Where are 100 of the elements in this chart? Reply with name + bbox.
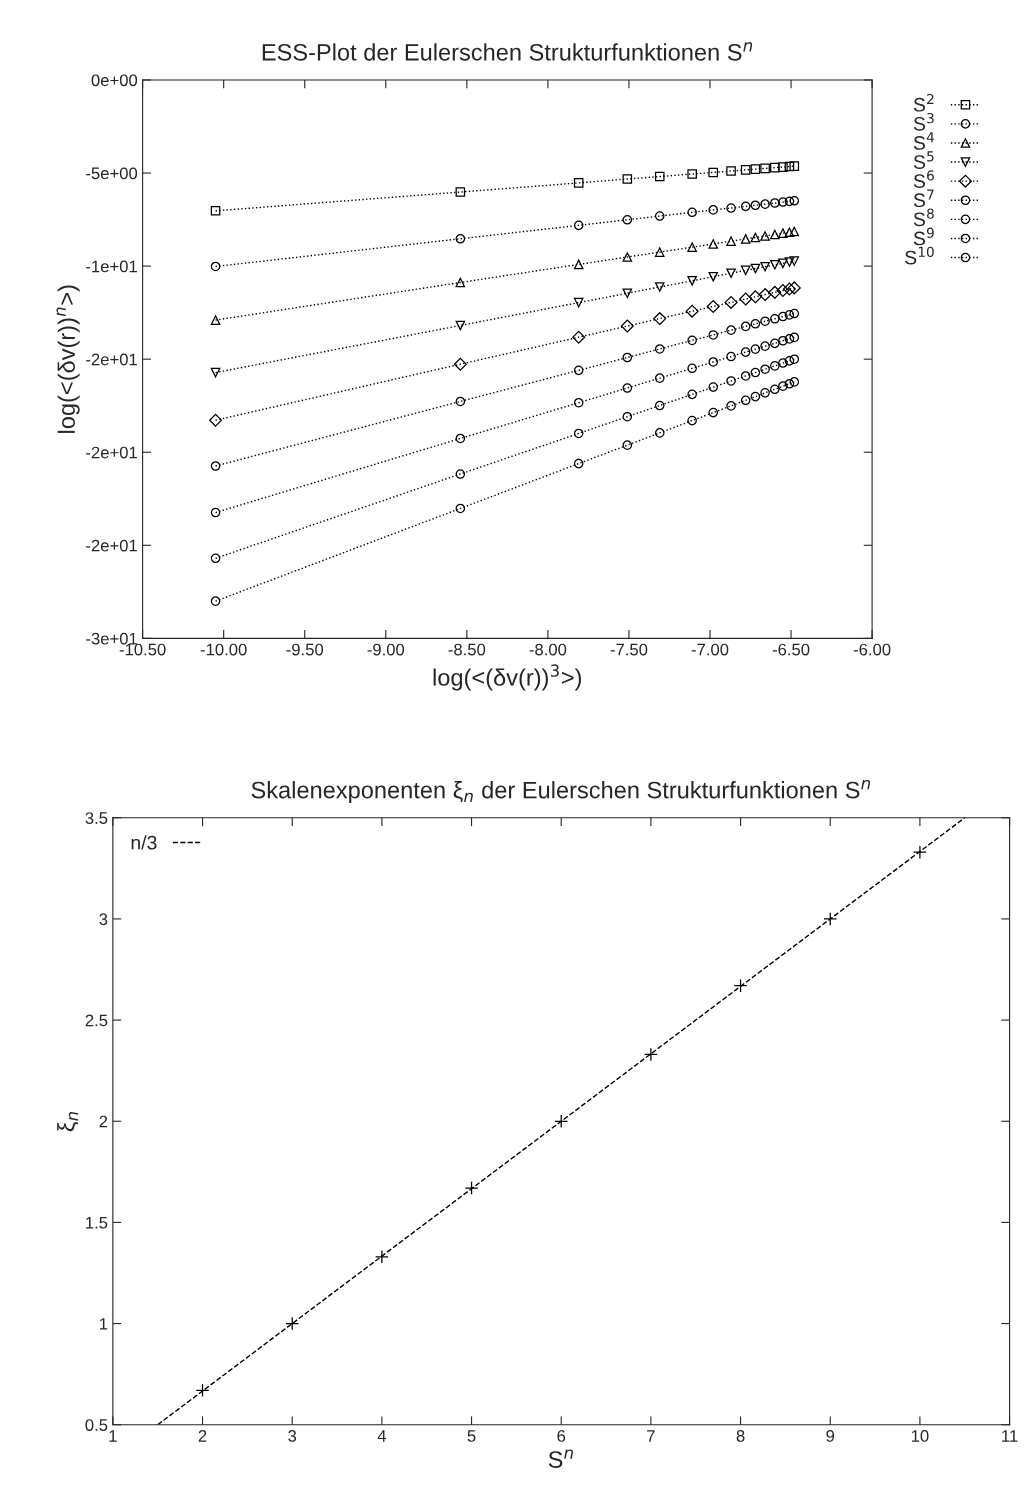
point xyxy=(708,271,719,282)
x-tick-label: -9.00 xyxy=(367,643,405,656)
point xyxy=(784,356,795,366)
point xyxy=(789,195,800,206)
point xyxy=(760,199,770,209)
y-tick-label: 0e+00 xyxy=(91,74,138,87)
point xyxy=(739,292,753,306)
point xyxy=(687,276,697,286)
y-tick-label: -2e+01 xyxy=(86,446,137,459)
point xyxy=(784,196,795,207)
point xyxy=(687,169,697,179)
point xyxy=(209,413,223,427)
x-tick-label: -8.00 xyxy=(529,643,567,656)
point xyxy=(784,161,795,172)
point xyxy=(687,415,697,426)
chart-title: Skalenexponenten ξ$_{n}$ der Eulerschen Strukturfunktionen S$^{n}$ xyxy=(251,779,871,804)
legend-label: S$^{9}$ xyxy=(913,227,934,246)
point xyxy=(740,234,751,244)
x-tick-label: -9.50 xyxy=(286,643,324,656)
point xyxy=(733,978,748,993)
point xyxy=(210,461,221,471)
point xyxy=(654,428,665,438)
point xyxy=(210,261,221,272)
y-tick-label: 3 xyxy=(99,913,108,926)
y-tick-label: -3e+01 xyxy=(86,632,137,645)
y-tick-label: -5e+00 xyxy=(86,167,138,180)
point xyxy=(750,319,761,329)
point xyxy=(778,381,788,391)
point xyxy=(572,330,586,344)
point xyxy=(455,503,466,514)
point xyxy=(750,391,761,402)
point xyxy=(740,265,751,276)
x-tick-label: 6 xyxy=(557,1430,566,1442)
point xyxy=(760,231,770,241)
point xyxy=(823,912,838,926)
point xyxy=(455,469,466,479)
point xyxy=(708,357,719,367)
point xyxy=(455,233,466,244)
y-tick-label: 3.5 xyxy=(85,812,108,824)
point xyxy=(708,167,719,178)
point xyxy=(654,247,665,257)
x-tick-label: -6.50 xyxy=(772,643,810,656)
point xyxy=(210,367,221,378)
point xyxy=(455,277,466,288)
y-tick-label: 2.5 xyxy=(85,1014,108,1027)
point xyxy=(778,228,788,238)
point xyxy=(687,242,697,252)
point xyxy=(573,178,584,188)
point xyxy=(622,288,633,299)
point xyxy=(455,433,466,444)
point xyxy=(778,197,788,207)
point xyxy=(654,400,665,411)
x-tick-label: -8.50 xyxy=(448,643,486,656)
point xyxy=(210,553,221,564)
point xyxy=(573,297,584,308)
y-axis-title: log(<(δv(r))$^{n}$>) xyxy=(56,285,80,433)
point xyxy=(573,220,584,231)
point xyxy=(770,313,780,324)
point xyxy=(654,344,665,354)
point xyxy=(760,364,770,375)
point xyxy=(789,377,800,387)
x-tick-label: 11 xyxy=(1002,1430,1018,1442)
point xyxy=(708,239,719,249)
point xyxy=(760,388,770,398)
point xyxy=(782,282,796,296)
x-tick-label: 7 xyxy=(647,1430,655,1442)
point xyxy=(455,320,466,331)
point xyxy=(573,397,584,408)
point xyxy=(687,389,697,400)
point xyxy=(789,308,800,319)
x-tick-label: 2 xyxy=(198,1430,207,1442)
point xyxy=(210,507,221,518)
legend-label: S$^{5}$ xyxy=(913,151,934,169)
point xyxy=(726,268,736,278)
legend-label: S$^{4}$ xyxy=(913,132,934,150)
x-tick-label: 3 xyxy=(288,1430,297,1442)
point xyxy=(778,358,788,368)
x-tick-label: 5 xyxy=(467,1430,476,1442)
point xyxy=(687,335,697,346)
point xyxy=(654,282,665,292)
point xyxy=(573,365,584,376)
legend-label: S$^{2}$ xyxy=(913,93,934,112)
point xyxy=(375,1249,389,1264)
y-tick-label: -2e+01 xyxy=(86,539,137,552)
x-tick-label: -7.50 xyxy=(610,643,648,656)
point xyxy=(622,383,633,393)
point xyxy=(622,214,633,225)
point xyxy=(554,1114,569,1129)
point xyxy=(789,226,800,237)
point xyxy=(770,384,780,395)
point xyxy=(768,285,782,299)
legend-label: S$^{7}$ xyxy=(913,189,934,208)
point xyxy=(622,440,633,450)
point xyxy=(620,319,634,333)
point xyxy=(758,288,772,302)
point xyxy=(573,428,584,439)
point xyxy=(726,166,736,176)
point xyxy=(789,256,800,266)
point xyxy=(750,367,761,378)
point xyxy=(622,411,633,422)
